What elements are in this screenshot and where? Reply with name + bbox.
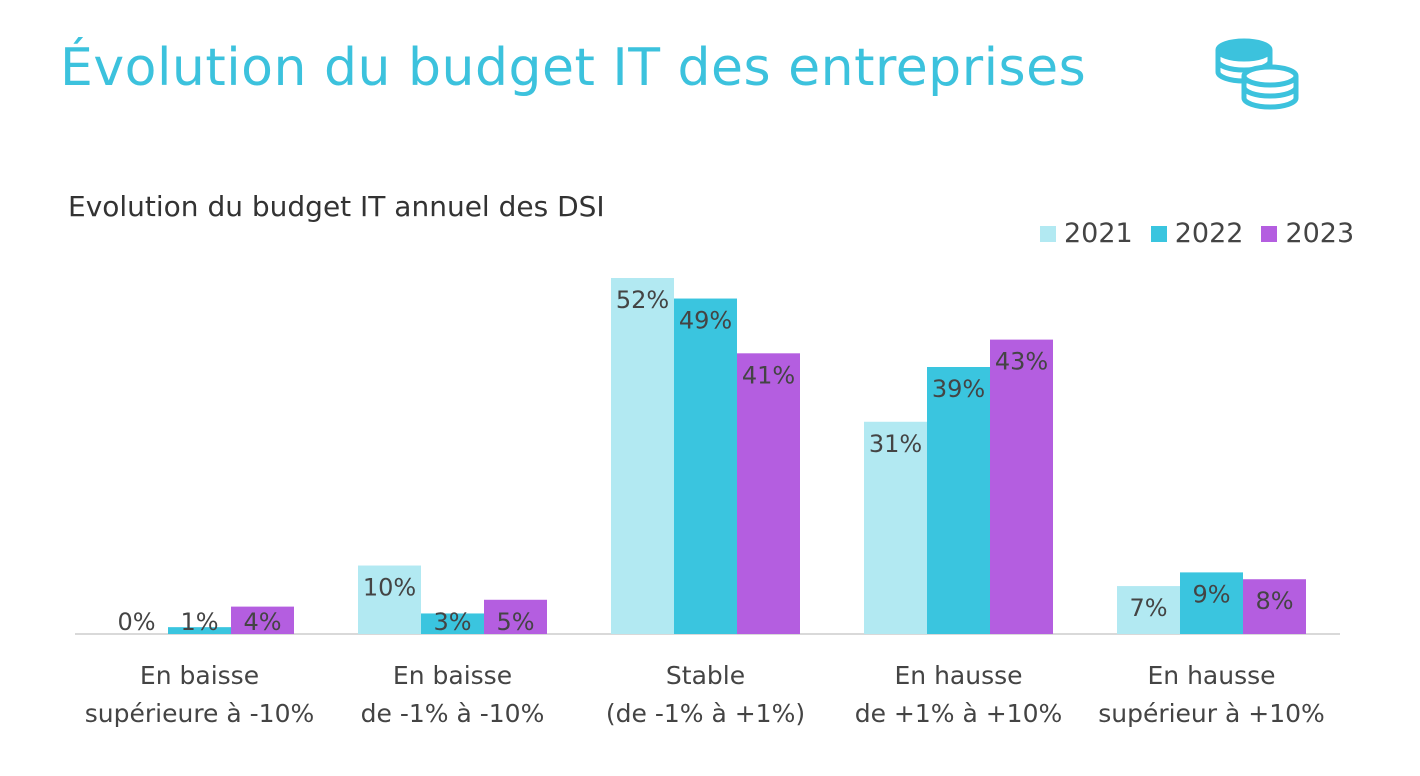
- legend-item-2023: 2023: [1261, 218, 1354, 249]
- category-label-0-line1: supérieure à -10%: [85, 699, 314, 728]
- bar-2022-cat0: [168, 627, 231, 634]
- data-label-2022-cat4: 9%: [1192, 580, 1230, 608]
- bar-2023-cat3: [990, 339, 1053, 634]
- legend-item-2021: 2021: [1040, 218, 1133, 249]
- data-label-2022-cat1: 3%: [433, 608, 471, 636]
- category-label-3-line0: En hausse: [894, 661, 1022, 690]
- page-title: Évolution du budget IT des entreprises: [60, 38, 1087, 98]
- data-label-2021-cat3: 31%: [869, 430, 922, 458]
- category-label-0-line0: En baisse: [140, 661, 259, 690]
- data-label-2023-cat3: 43%: [995, 348, 1048, 376]
- category-label-4-line1: supérieur à +10%: [1098, 699, 1325, 728]
- bar-2022-cat2: [674, 298, 737, 634]
- bar-2022-cat1: [421, 613, 484, 634]
- bar-2022-cat4: [1180, 572, 1243, 634]
- bar-2023-cat1: [484, 599, 547, 634]
- bar-2023-cat0: [231, 606, 294, 634]
- data-label-2023-cat0: 4%: [243, 608, 281, 636]
- legend-swatch: [1150, 225, 1167, 242]
- legend-label: 2022: [1174, 218, 1244, 249]
- data-label-2021-cat4: 7%: [1129, 594, 1167, 622]
- category-label-2-line1: (de -1% à +1%): [606, 699, 805, 728]
- legend-label: 2021: [1064, 218, 1133, 249]
- data-label-2022-cat3: 39%: [932, 375, 985, 403]
- chart-legend: 2021 2022 2023: [1040, 218, 1354, 249]
- bar-2023-cat4: [1243, 579, 1306, 634]
- data-label-2023-cat1: 5%: [496, 608, 534, 636]
- bar-2021-cat4: [1117, 586, 1180, 634]
- data-label-2021-cat2: 52%: [616, 286, 669, 314]
- category-label-2-line0: Stable: [666, 661, 745, 690]
- bar-2021-cat1: [358, 565, 421, 634]
- data-label-2021-cat1: 10%: [363, 574, 416, 602]
- legend-swatch: [1040, 225, 1056, 242]
- category-label-3-line1: de +1% à +10%: [855, 699, 1063, 728]
- legend-swatch: [1261, 225, 1278, 242]
- data-label-2023-cat4: 8%: [1255, 587, 1293, 615]
- data-label-2023-cat2: 41%: [742, 361, 795, 389]
- category-label-1-line0: En baisse: [393, 661, 512, 690]
- data-label-2022-cat2: 49%: [679, 307, 732, 335]
- data-label-2022-cat0: 1%: [180, 608, 218, 636]
- legend-label: 2023: [1285, 218, 1355, 249]
- category-label-4-line0: En hausse: [1147, 661, 1275, 690]
- bar-2023-cat2: [737, 353, 800, 634]
- coins-stack-icon: [1215, 38, 1299, 110]
- data-label-2021-cat0: 0%: [117, 608, 155, 636]
- bar-2021-cat2: [611, 278, 674, 634]
- bar-2021-cat3: [864, 421, 927, 634]
- legend-item-2022: 2022: [1150, 218, 1244, 249]
- chart-title: Evolution du budget IT annuel des DSI: [68, 190, 605, 223]
- category-label-1-line1: de -1% à -10%: [361, 699, 545, 728]
- bar-2022-cat3: [927, 367, 990, 634]
